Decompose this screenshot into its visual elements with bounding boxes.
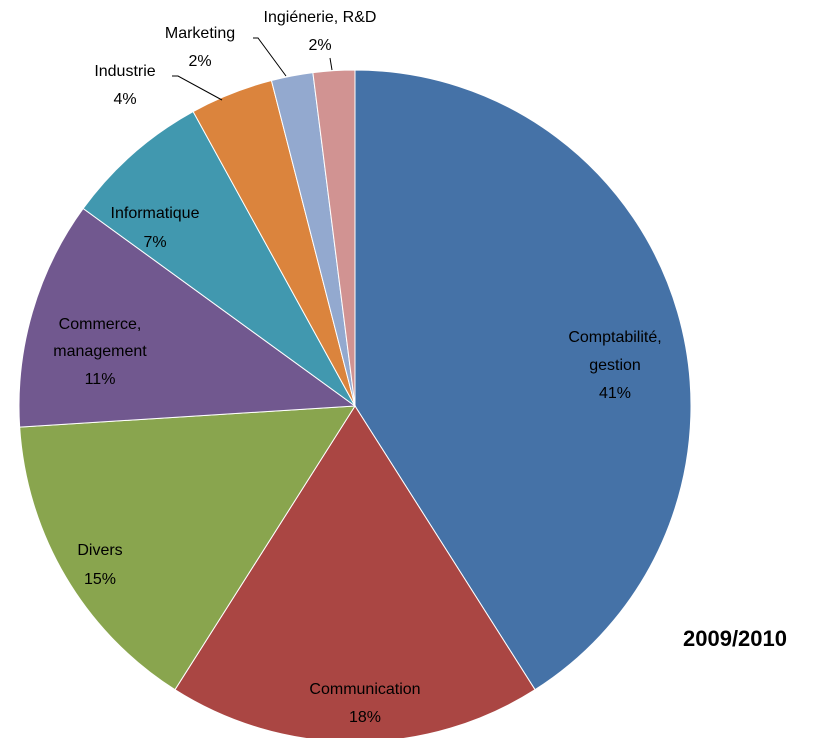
slice-label: Comptabilité, gestion 41% (568, 329, 661, 402)
slice-value: 7% (143, 234, 166, 251)
slice-name: Communication (309, 681, 420, 698)
pie-slice (354, 69, 692, 691)
pie-slice (19, 405, 356, 691)
pie-slice (82, 110, 356, 407)
leader-line (329, 57, 333, 71)
slice-name: Informatique (111, 205, 200, 222)
slice-value: 18% (349, 709, 381, 726)
leader-line (253, 37, 287, 77)
slice-label: Divers 15% (77, 542, 122, 588)
slice-label: Industrie 4% (94, 63, 155, 108)
slice-label: Commerce, management 11% (53, 316, 147, 388)
leader-line (172, 75, 223, 101)
slice-value: 41% (599, 385, 631, 402)
chart-title: 2009/2010 (683, 626, 787, 651)
slice-value: 11% (85, 371, 116, 388)
slice-name: Commerce, (59, 316, 142, 333)
slice-label: Informatique 7% (111, 205, 200, 251)
slice-value: 4% (113, 91, 136, 108)
slice-value: 2% (308, 37, 331, 54)
pie-slice (174, 405, 536, 738)
pie-slice (18, 207, 357, 428)
slice-label: Ingiénerie, R&D 2% (264, 9, 377, 54)
pie-slice (312, 69, 356, 407)
slice-label: Marketing 2% (165, 25, 235, 70)
slice-name-cont: gestion (589, 357, 641, 374)
slices (18, 69, 692, 738)
slice-name-cont: management (53, 343, 147, 360)
slice-name: Ingiénerie, R&D (264, 9, 377, 26)
slice-name: Comptabilité, (568, 329, 661, 346)
slice-name: Divers (77, 542, 122, 559)
slice-name: Industrie (94, 63, 155, 80)
slice-value: 2% (188, 53, 211, 70)
slice-label: Communication 18% (309, 681, 420, 726)
slice-name: Marketing (165, 25, 235, 42)
slice-value: 15% (84, 571, 116, 588)
